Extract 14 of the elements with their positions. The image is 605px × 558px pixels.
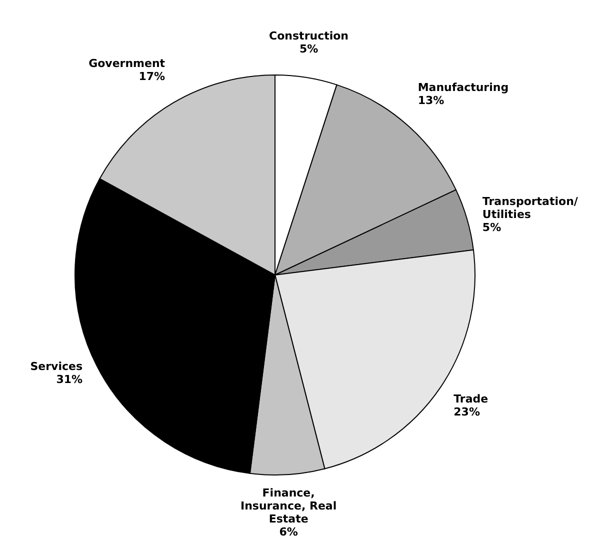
data-label: 6% xyxy=(279,526,298,539)
slice-label: Services xyxy=(30,360,83,374)
data-label: 5% xyxy=(299,42,318,56)
slice-label: Trade xyxy=(454,392,488,406)
slice-label: Transportation/Utilities xyxy=(482,195,579,222)
data-label: 13% xyxy=(418,94,444,107)
data-label: 5% xyxy=(482,221,502,234)
data-label: 17% xyxy=(138,70,166,84)
slice-label: Construction xyxy=(269,30,349,43)
slice-label: Government xyxy=(88,57,166,70)
slice-label: Finance, Insurance, Real Estate xyxy=(240,486,337,526)
data-label: 31% xyxy=(56,373,83,386)
slice-label: Manufacturing xyxy=(418,80,509,94)
data-label: 23% xyxy=(454,405,480,418)
